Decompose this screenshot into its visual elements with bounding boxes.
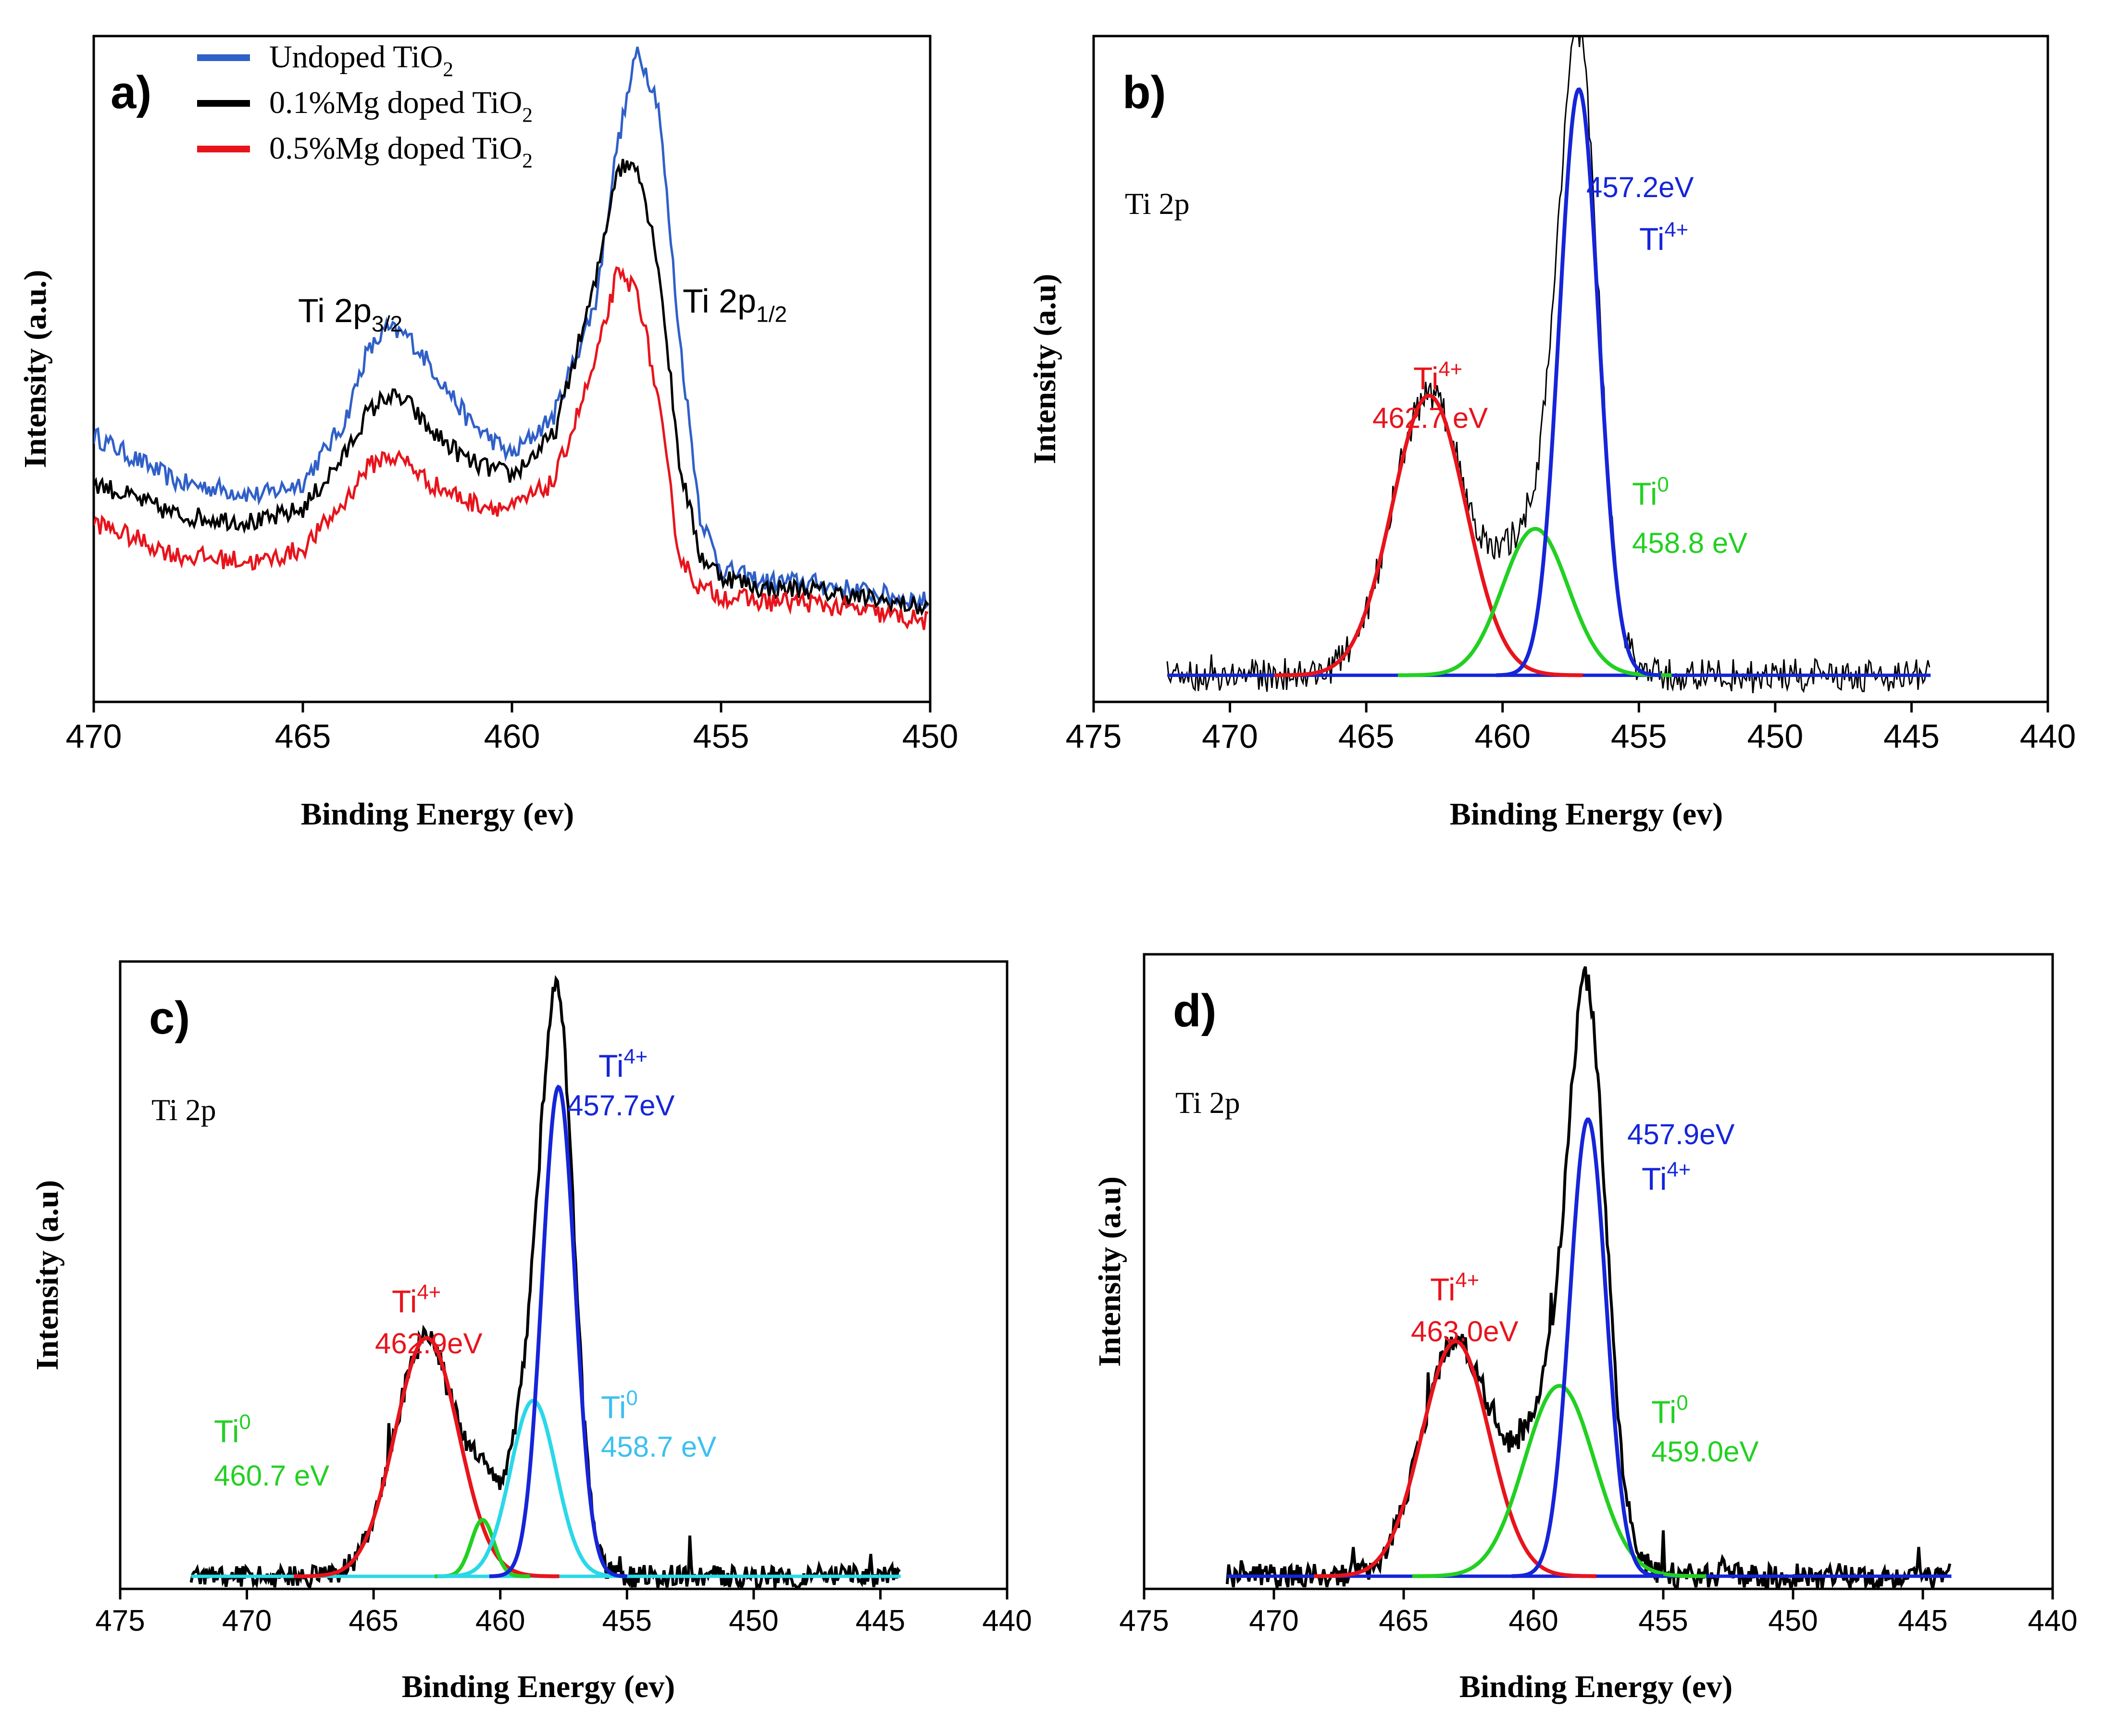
y-axis-label: Intensity (a.u.) — [18, 270, 53, 468]
panel-d: 475 470 465 460 455 450 445 440 Binding Energy (… — [1092, 953, 2078, 1704]
peak-energy-label: 457.2eV — [1586, 171, 1694, 203]
legend-label: 0.5%Mg doped TiO2 — [269, 131, 533, 172]
peak-energy-label: 457.9eV — [1627, 1118, 1735, 1150]
panel-c: 475 470 465 460 455 450 445 440 Binding Energy (… — [30, 960, 1032, 1704]
raw-spectrum — [189, 975, 901, 1589]
annotation: Ti 2p3/2 — [298, 292, 402, 337]
peak-species-label: Ti4+ — [1639, 218, 1688, 257]
peak-species-label: Ti4+ — [1642, 1158, 1691, 1197]
peak-energy-label: 458.7 eV — [601, 1431, 716, 1463]
series-line — [94, 159, 929, 616]
plot-frame — [1143, 953, 2054, 1590]
x-tick-label: 445 — [1883, 718, 1940, 755]
plot-frame — [119, 960, 1009, 1590]
x-tick-label: 460 — [484, 718, 540, 755]
series-line — [94, 266, 929, 630]
fit-component — [1412, 1384, 1707, 1578]
corner-text: Ti 2p — [151, 1093, 216, 1127]
peak-energy-label: 457.7eV — [567, 1089, 675, 1122]
x-tick-label: 465 — [1379, 1604, 1428, 1637]
x-tick-label: 450 — [729, 1604, 778, 1637]
x-tick-label: 445 — [1898, 1604, 1947, 1637]
x-tick-label: 470 — [66, 718, 122, 755]
peak-energy-label: 463.0eV — [1411, 1315, 1519, 1348]
peak-species-label: Ti4+ — [1413, 358, 1462, 396]
x-tick-label: 440 — [2020, 718, 2076, 755]
raw-spectrum — [1225, 966, 1952, 1589]
fit-component — [1397, 526, 1672, 677]
x-tick-label: 455 — [693, 718, 749, 755]
peak-species-label: Ti0 — [214, 1411, 251, 1449]
y-axis-label: Intensity (a.u) — [1027, 274, 1062, 464]
y-axis-label: Intensity (a.u) — [1092, 1176, 1127, 1367]
peak-species-label: Ti0 — [1651, 1391, 1688, 1430]
x-tick-label: 440 — [982, 1604, 1032, 1637]
x-axis-label: Binding Energy (ev) — [1459, 1669, 1732, 1704]
fit-component — [294, 1336, 560, 1578]
peak-species-label: Ti0 — [601, 1386, 638, 1425]
x-tick-label: 465 — [349, 1604, 398, 1637]
legend-label: Undoped TiO2 — [269, 39, 453, 81]
plot-frame — [1092, 35, 2049, 703]
y-axis-label: Intensity (a.u) — [30, 1180, 65, 1370]
peak-species-label: Ti4+ — [1430, 1269, 1479, 1307]
corner-text: Ti 2p — [1125, 187, 1190, 221]
panel-a: 470 465 460 455 450 Binding Energy (ev) Intens… — [18, 35, 959, 832]
fit-component — [1496, 87, 1661, 677]
x-tick-label: 460 — [475, 1604, 525, 1637]
fit-component — [1511, 1117, 1663, 1578]
fit-component — [1274, 393, 1583, 677]
raw-spectrum — [1166, 36, 1931, 693]
corner-text: Ti 2p — [1175, 1086, 1240, 1120]
x-tick-label: 440 — [2028, 1604, 2077, 1637]
x-tick-label: 455 — [1638, 1604, 1688, 1637]
panel-label: d) — [1173, 985, 1217, 1037]
peak-species-label: Ti4+ — [598, 1045, 648, 1084]
x-tick-label: 445 — [856, 1604, 905, 1637]
panel-label: b) — [1122, 67, 1166, 118]
x-tick-label: 465 — [275, 718, 331, 755]
peak-energy-label: 459.0eV — [1651, 1436, 1759, 1468]
x-tick-label: 455 — [1611, 718, 1667, 755]
x-tick-label: 450 — [1747, 718, 1803, 755]
x-axis-label: Binding Energy (ev) — [301, 797, 574, 832]
x-tick-label: 475 — [1066, 718, 1122, 755]
fit-component — [1314, 1339, 1596, 1578]
x-tick-label: 470 — [1249, 1604, 1298, 1637]
peak-energy-label: 460.7 eV — [214, 1460, 329, 1492]
annotation: Ti 2p1/2 — [683, 282, 787, 327]
x-axis-label: Binding Energy (ev) — [1450, 797, 1723, 832]
panel-label: a) — [111, 67, 151, 118]
x-tick-label: 470 — [1202, 718, 1258, 755]
panel-b: 475 470 465 460 455 450 445 440 Binding Energy (… — [1027, 35, 2076, 832]
x-axis-label: Binding Energy (ev) — [402, 1669, 675, 1704]
peak-energy-label: 458.8 eV — [1632, 527, 1747, 559]
x-tick-label: 450 — [902, 718, 959, 755]
fit-component — [489, 1085, 627, 1578]
peak-species-label: Ti0 — [1632, 473, 1669, 512]
x-tick-label: 475 — [1119, 1604, 1169, 1637]
x-tick-label: 450 — [1768, 1604, 1818, 1637]
x-tick-label: 465 — [1338, 718, 1395, 755]
peak-energy-label: 462.9eV — [375, 1327, 483, 1360]
fit-component — [437, 1399, 628, 1578]
legend-label: 0.1%Mg doped TiO2 — [269, 85, 533, 126]
x-tick-label: 475 — [95, 1604, 145, 1637]
x-tick-label: 460 — [1474, 718, 1531, 755]
peak-species-label: Ti4+ — [392, 1281, 441, 1319]
panel-label: c) — [149, 992, 190, 1044]
x-tick-label: 470 — [222, 1604, 272, 1637]
peak-energy-label: 462.7 eV — [1372, 402, 1488, 434]
series-line — [94, 46, 929, 612]
x-tick-label: 460 — [1508, 1604, 1558, 1637]
x-tick-label: 455 — [602, 1604, 652, 1637]
